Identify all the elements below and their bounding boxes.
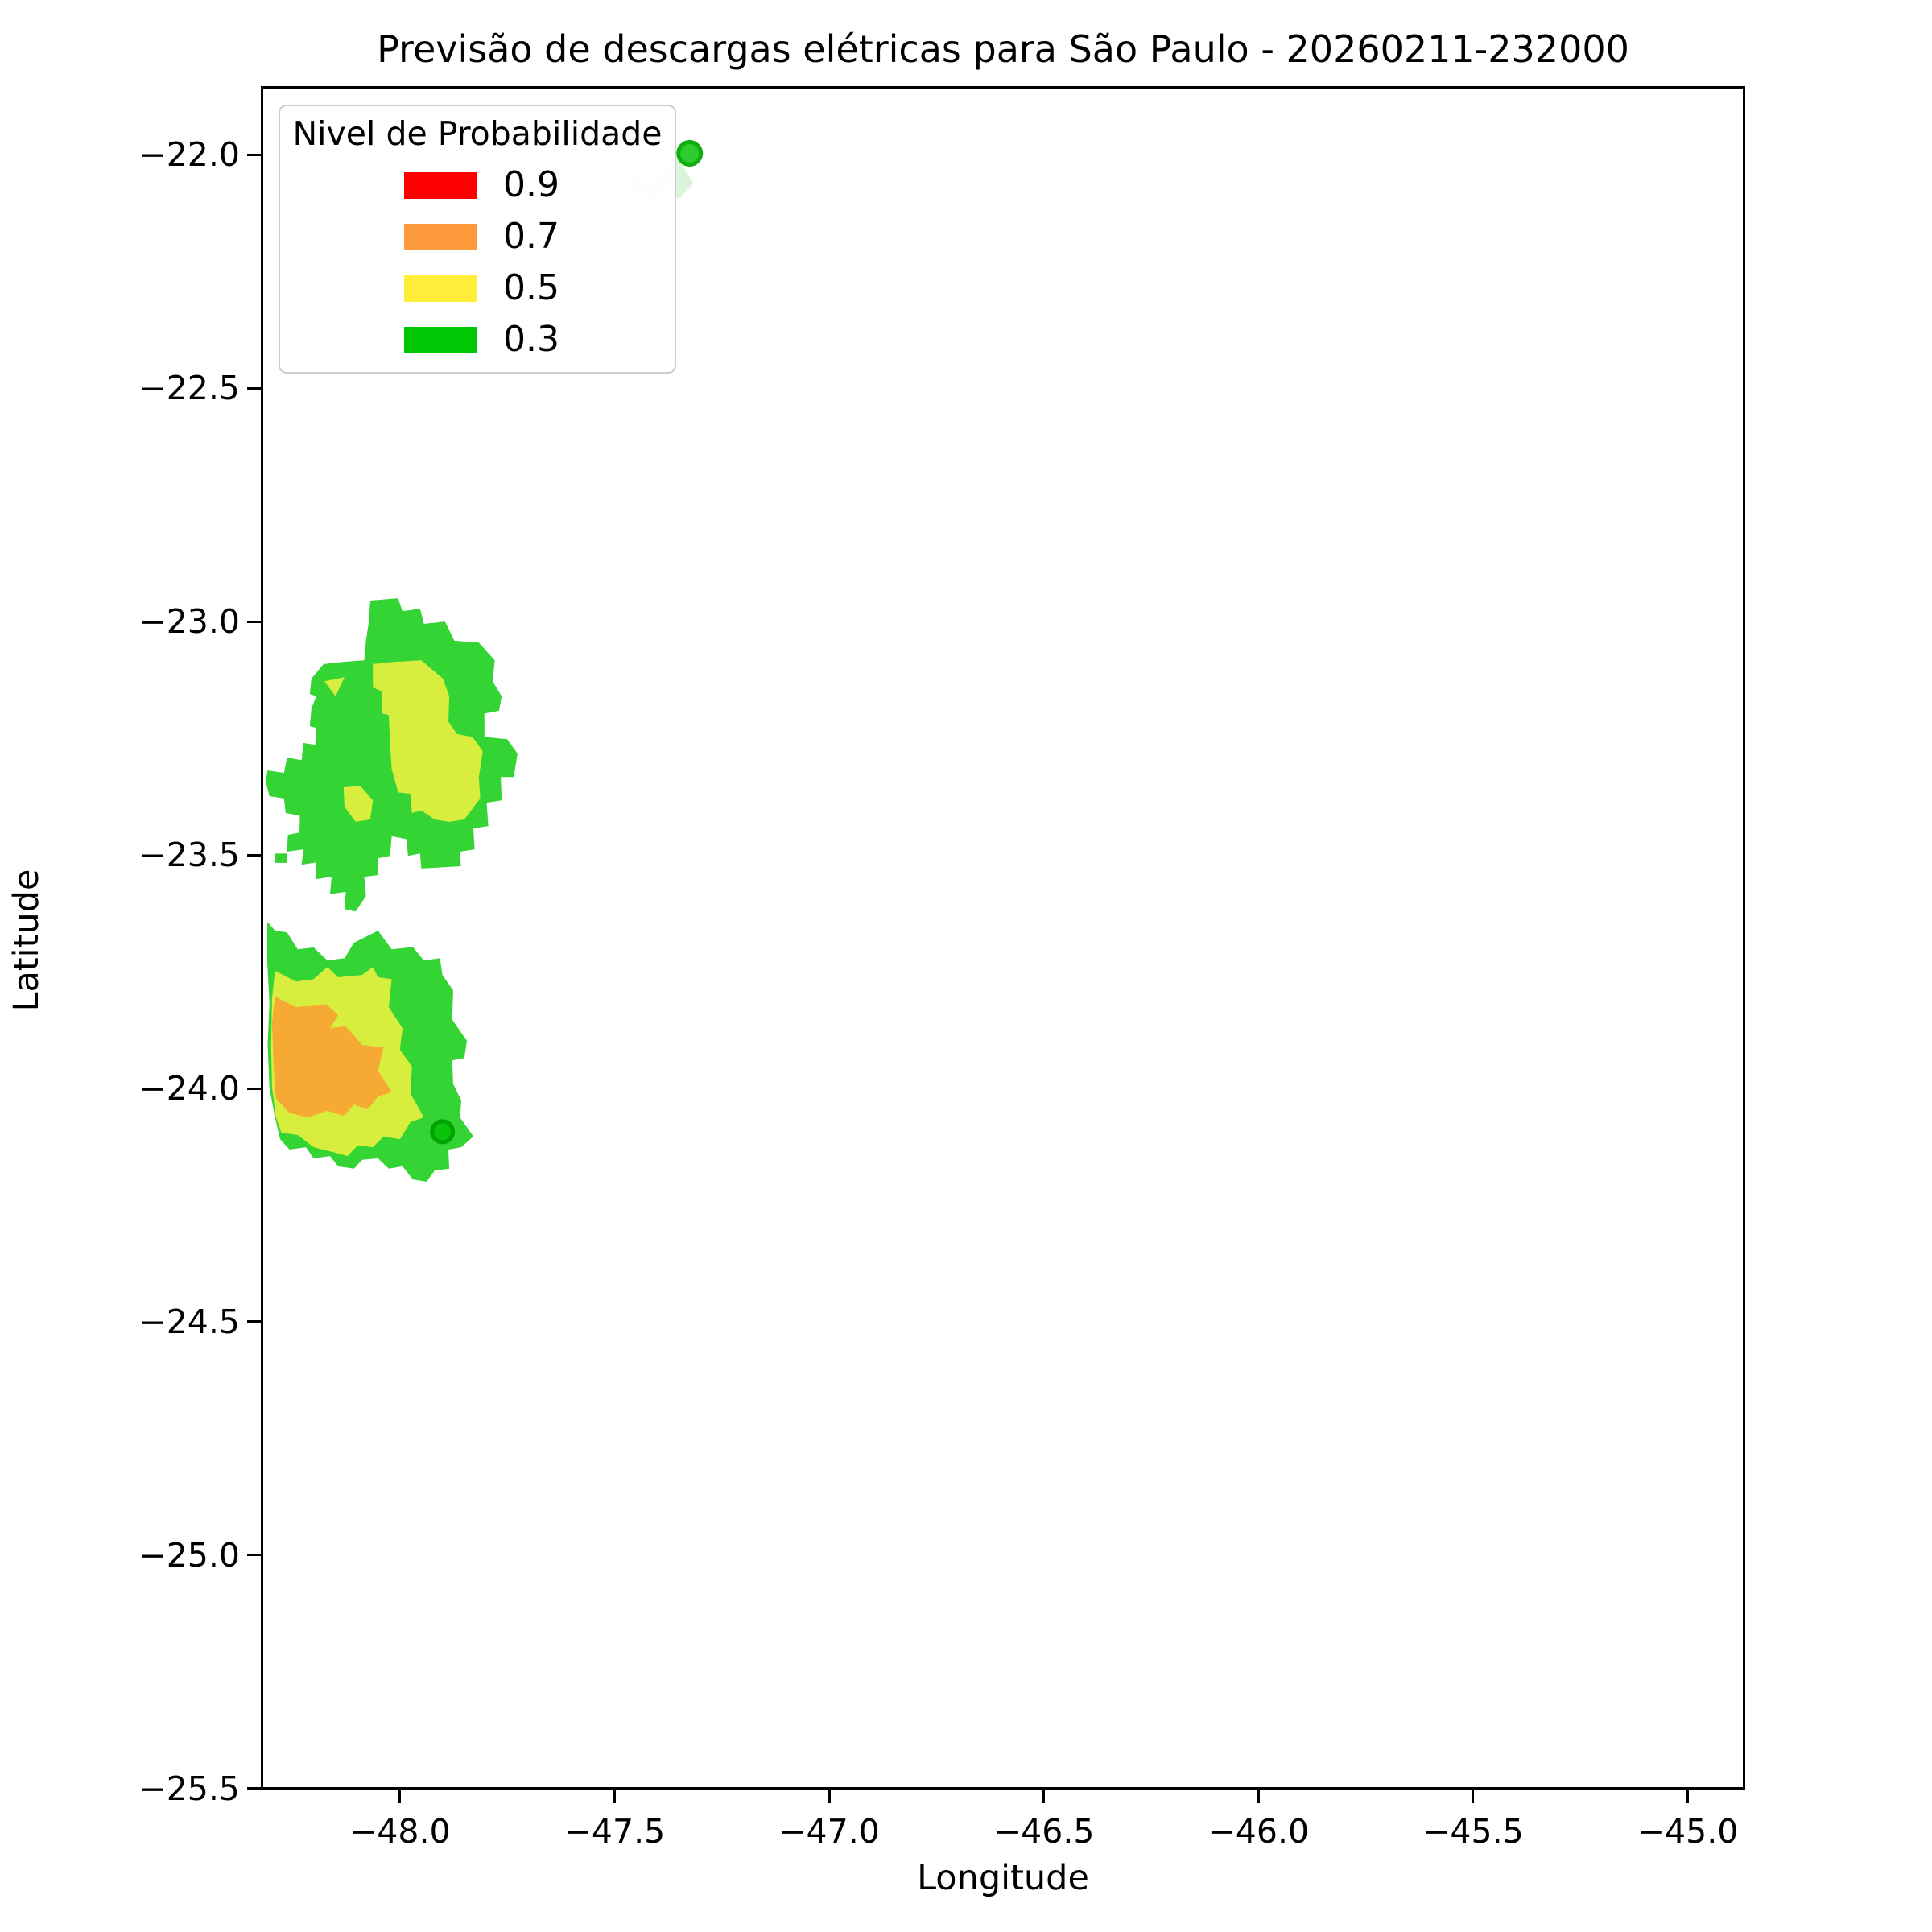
y-axis-tick (247, 1787, 261, 1790)
x-axis-label: Longitude (917, 1858, 1089, 1898)
x-axis-tick (828, 1790, 831, 1803)
y-axis-tick (247, 620, 261, 623)
contour-region-north-yellow-triangle (324, 677, 345, 696)
legend: Nivel de Probabilidade 0.9 0.7 0.5 0.3 (279, 105, 676, 374)
y-tick-label: −22.5 (138, 369, 240, 408)
legend-row: 0.9 (280, 166, 675, 204)
legend-row: 0.7 (280, 217, 675, 256)
contour-region-south-orange (271, 996, 392, 1117)
x-tick-label: −48.0 (349, 1812, 451, 1851)
lightning-marker-north (676, 140, 704, 167)
legend-title: Nivel de Probabilidade (292, 114, 663, 153)
y-tick-label: −23.0 (138, 602, 240, 642)
x-tick-label: −45.5 (1422, 1812, 1524, 1851)
legend-swatch (404, 275, 477, 302)
contour-region-west-speck-green (275, 853, 287, 863)
lightning-marker-south (430, 1119, 456, 1145)
y-tick-label: −22.0 (138, 135, 240, 175)
x-axis-tick (1472, 1790, 1475, 1803)
x-tick-label: −47.5 (564, 1812, 666, 1851)
legend-label: 0.5 (503, 267, 559, 308)
y-tick-label: −25.5 (138, 1769, 240, 1808)
legend-row: 0.3 (280, 320, 675, 359)
chart-title: Previsão de descargas elétricas para São… (377, 27, 1629, 71)
x-axis-tick (1042, 1790, 1046, 1803)
x-axis-tick (1686, 1790, 1690, 1803)
plot-svg (261, 86, 1745, 1790)
y-tick-label: −25.0 (138, 1535, 240, 1575)
plot-area (261, 86, 1745, 1790)
y-tick-label: −23.5 (138, 836, 240, 875)
contour-region-north-yellow-small (343, 786, 374, 822)
y-axis-tick (247, 1087, 261, 1090)
x-tick-label: −45.0 (1637, 1812, 1739, 1851)
legend-label: 0.3 (503, 319, 559, 360)
contour-region-north-yellow-main (373, 660, 483, 822)
x-tick-label: −46.0 (1208, 1812, 1310, 1851)
y-axis-tick (247, 853, 261, 857)
y-axis-tick (247, 153, 261, 156)
x-tick-label: −46.5 (993, 1812, 1095, 1851)
axes-spine-box (261, 86, 1745, 1790)
y-axis-label: Latitude (6, 869, 47, 1012)
y-axis-tick (247, 1554, 261, 1557)
legend-label: 0.9 (503, 164, 559, 205)
legend-row: 0.5 (280, 269, 675, 308)
legend-label: 0.7 (503, 216, 559, 257)
legend-swatch (404, 172, 477, 199)
legend-swatch (404, 327, 477, 353)
x-axis-tick (398, 1790, 402, 1803)
y-axis-tick (247, 1320, 261, 1323)
y-axis-tick (247, 386, 261, 390)
x-tick-label: −47.0 (778, 1812, 880, 1851)
x-axis-tick (1257, 1790, 1260, 1803)
y-tick-label: −24.5 (138, 1302, 240, 1341)
y-tick-label: −24.0 (138, 1069, 240, 1108)
legend-swatch (404, 224, 477, 250)
x-axis-tick (613, 1790, 616, 1803)
